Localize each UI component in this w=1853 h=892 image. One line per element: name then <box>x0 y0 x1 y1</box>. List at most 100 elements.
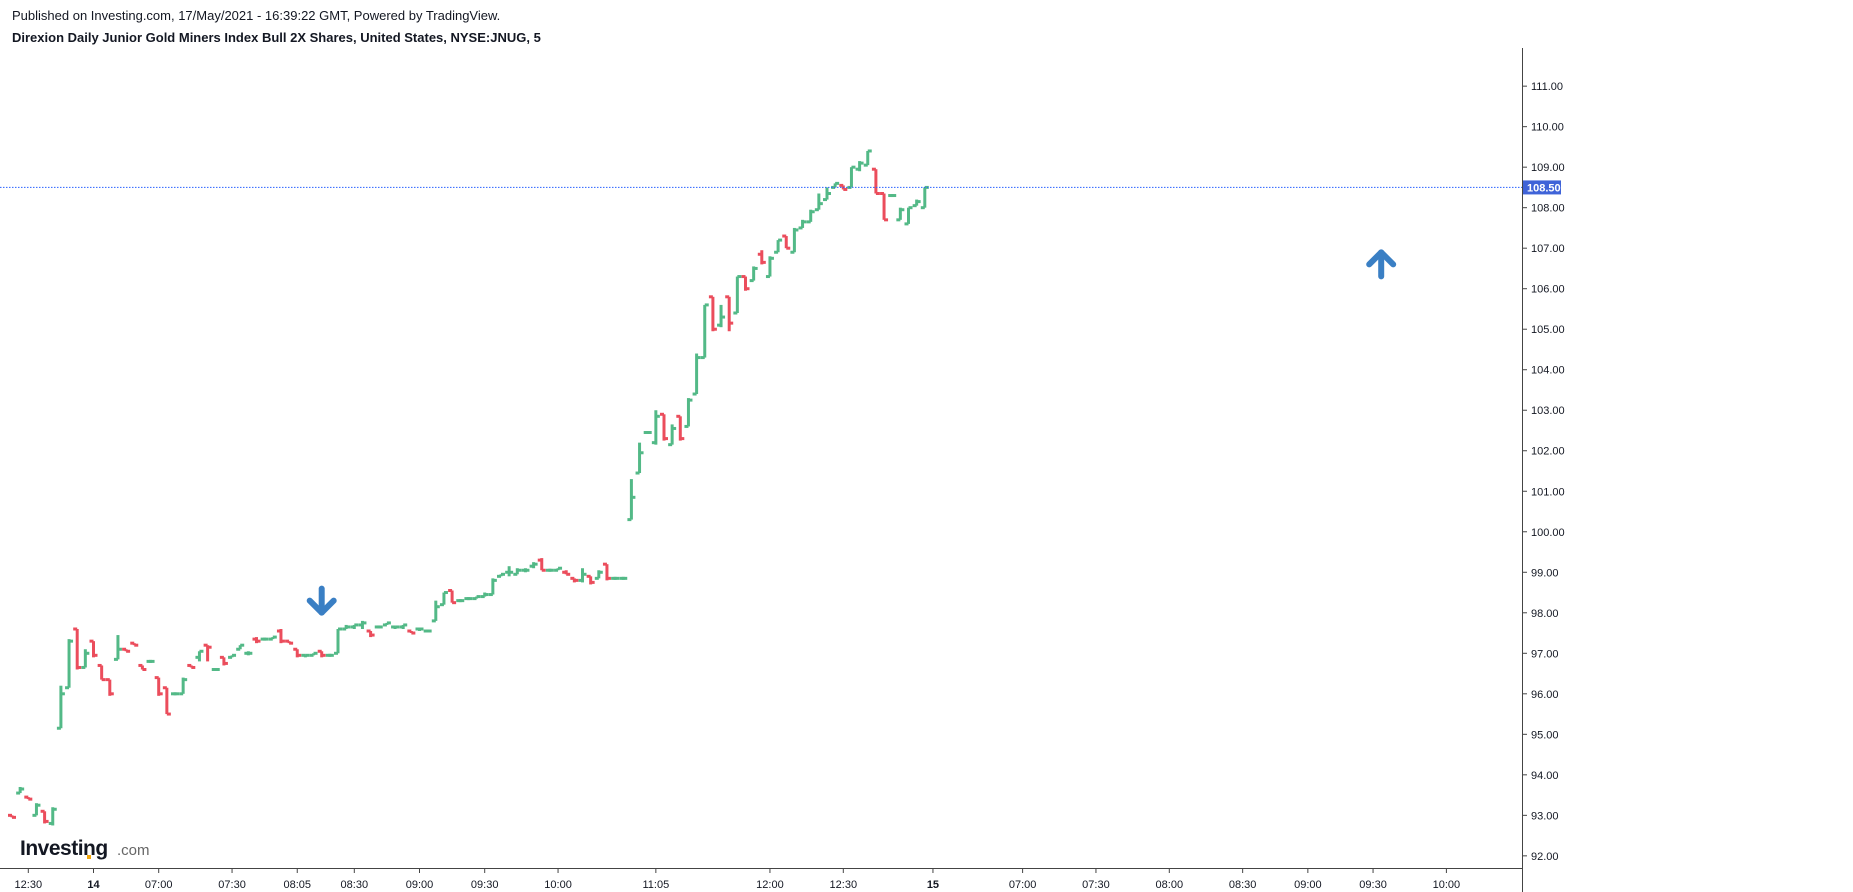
ohlc-bar <box>765 256 774 279</box>
ohlc-bar <box>529 562 538 569</box>
ohlc-bar <box>855 161 864 172</box>
ohlc-bar <box>48 807 57 826</box>
ohlc-bar <box>831 181 840 189</box>
ohlc-bar <box>146 659 155 663</box>
ohlc-bar <box>554 566 563 572</box>
ohlc-bar <box>187 663 196 669</box>
ohlc-bar <box>749 266 758 283</box>
ohlc-bar <box>154 676 163 696</box>
chart-header: Published on Investing.com, 17/May/2021 … <box>12 7 541 47</box>
ohlc-bar <box>407 629 416 635</box>
y-tick-label: 93.00 <box>1531 810 1559 822</box>
logo-dot <box>87 855 91 859</box>
ohlc-bar <box>643 431 652 435</box>
ohlc-bar <box>113 635 122 661</box>
ohlc-bar <box>456 599 465 603</box>
logo-suffix: .com <box>117 842 150 859</box>
ohlc-bars <box>8 149 929 826</box>
ohlc-bar <box>880 192 889 222</box>
investing-logo: Investing .com <box>20 837 150 860</box>
ohlc-bar <box>391 625 400 629</box>
ohlc-bar <box>260 637 269 641</box>
ohlc-bar <box>497 572 505 578</box>
y-tick-label: 101.00 <box>1531 486 1565 498</box>
ohlc-bar <box>81 649 90 669</box>
ohlc-bar <box>309 651 318 657</box>
ohlc-bar <box>399 623 408 629</box>
ohlc-bar <box>635 442 644 475</box>
ohlc-bar <box>611 576 620 580</box>
ohlc-bar <box>105 678 114 696</box>
ohlc-bar <box>65 639 74 690</box>
y-tick-label: 111.00 <box>1531 81 1563 93</box>
ohlc-bar <box>823 187 831 202</box>
arrow-down-icon <box>306 585 337 616</box>
ohlc-bar <box>285 639 294 645</box>
ohlc-bar <box>660 412 668 441</box>
last-price-label: 108.50 <box>1527 182 1561 194</box>
ohlc-bar <box>912 199 921 208</box>
x-tick-label: 09:30 <box>471 879 499 891</box>
ohlc-bar <box>236 643 245 651</box>
x-tick-label: 07:30 <box>1082 879 1110 891</box>
ohlc-bar <box>619 576 628 580</box>
ohlc-bar <box>602 562 611 581</box>
x-tick-label: 08:30 <box>1229 879 1257 891</box>
ohlc-bar <box>725 295 734 332</box>
x-tick-label: 09:00 <box>406 879 434 891</box>
y-tick-label: 97.00 <box>1531 648 1559 660</box>
ohlc-bar <box>505 566 514 577</box>
y-tick-label: 104.00 <box>1531 365 1565 377</box>
ohlc-bar <box>423 629 432 633</box>
y-tick-label: 102.00 <box>1531 446 1565 458</box>
y-tick-label: 110.00 <box>1531 122 1564 134</box>
annotation-arrows <box>306 249 1397 616</box>
x-tick-label: 08:30 <box>341 879 369 891</box>
ohlc-bar <box>692 353 701 396</box>
ohlc-bar <box>888 194 897 198</box>
ohlc-bar <box>16 786 25 795</box>
logo-main: Investing <box>20 837 108 860</box>
ohlc-bar <box>40 809 49 824</box>
x-tick-label: 09:30 <box>1359 879 1387 891</box>
ohlc-bar <box>350 623 359 629</box>
ohlc-bar <box>138 663 147 671</box>
ohlc-bar <box>790 227 799 254</box>
ohlc-bar <box>276 628 285 644</box>
ohlc-bar <box>774 238 783 254</box>
ohlc-bar <box>741 275 750 291</box>
ohlc-bar <box>684 398 693 428</box>
ohlc-bar <box>334 627 342 655</box>
ohlc-bar <box>871 167 880 196</box>
ohlc-bar <box>586 574 595 585</box>
ohlc-bar <box>211 668 220 671</box>
ohlc-bar <box>521 568 530 573</box>
ohlc-bar <box>733 275 742 315</box>
ohlc-bar <box>162 686 171 716</box>
ohlc-bar <box>545 568 554 572</box>
x-tick-label: 12:00 <box>756 879 784 891</box>
ohlc-bar <box>219 655 228 666</box>
ohlc-bar <box>374 625 383 629</box>
x-axis: 12:30 14 07:00 07:30 08:05 08:30 09:00 09:30 10:… <box>15 868 1461 891</box>
x-tick-label: 10:00 <box>1433 879 1461 891</box>
ohlc-bar <box>342 624 351 631</box>
ohlc-bar <box>896 207 905 222</box>
x-tick-label: 12:30 <box>830 879 858 891</box>
ohlc-bar <box>513 568 522 576</box>
ohlc-bar <box>920 185 929 210</box>
ohlc-bar <box>627 479 636 522</box>
x-tick-label: 15 <box>927 879 939 891</box>
y-tick-label: 107.00 <box>1531 243 1565 255</box>
ohlc-bar <box>594 570 603 580</box>
ohlc-bar <box>301 653 310 658</box>
ohlc-bar <box>578 568 587 583</box>
x-tick-label: 07:00 <box>1009 879 1037 891</box>
ohlc-bar <box>24 795 33 801</box>
chart-frame <box>0 48 1523 892</box>
ohlc-bar <box>228 653 237 659</box>
ohlc-bar <box>562 570 571 576</box>
last-price-marker: 108.50 <box>0 180 1561 195</box>
ohlc-bar <box>480 592 489 599</box>
